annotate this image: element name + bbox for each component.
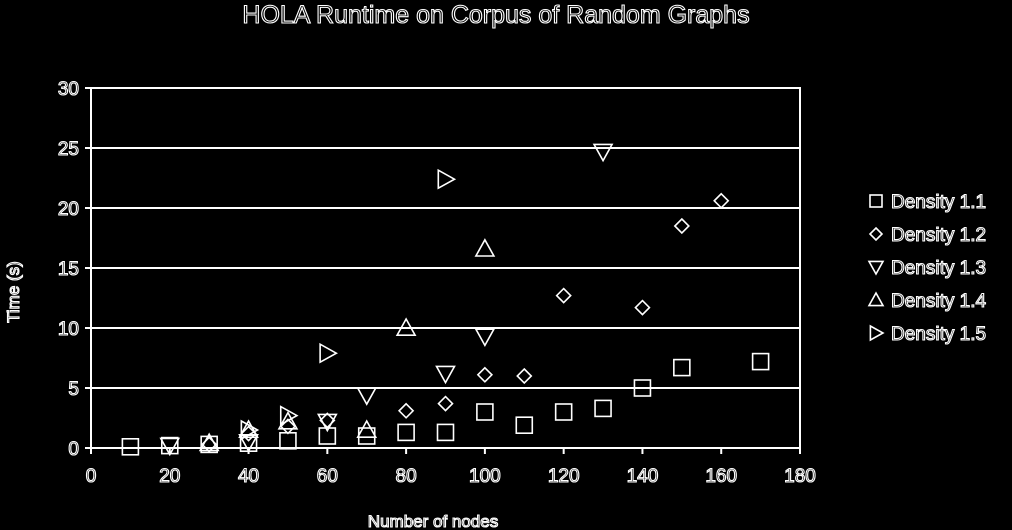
point-triangle-up-50 <box>277 410 299 430</box>
legend: Density 1.1 Density 1.2 Density 1.3 Density… <box>867 191 987 346</box>
legend-label: Density 1.4 <box>891 291 986 312</box>
point-diamond-40 <box>240 425 257 442</box>
data-points <box>121 143 770 457</box>
point-triangle-down-70 <box>356 387 378 406</box>
point-triangle-right-50 <box>279 405 299 426</box>
point-diamond-150 <box>673 217 690 235</box>
point-square-140 <box>633 379 652 397</box>
x-tick-label: 40 <box>238 466 259 487</box>
x-tick-label: 180 <box>784 466 816 487</box>
x-tick-label: 100 <box>469 466 501 487</box>
x-tick-label: 140 <box>627 466 659 487</box>
point-diamond-110 <box>516 367 533 385</box>
legend-label: Density 1.2 <box>891 225 986 246</box>
point-square-80 <box>397 423 415 442</box>
x-tick-label: 80 <box>396 466 417 487</box>
x-axis-label: Number of nodes <box>368 512 498 530</box>
legend-marker-diamond <box>868 226 884 242</box>
point-triangle-down-20 <box>159 437 181 457</box>
point-triangle-right-40 <box>240 419 260 441</box>
legend-label: Density 1.5 <box>891 324 986 345</box>
legend-marker-triangle-down <box>867 260 885 276</box>
y-tick-label: 5 <box>68 379 79 400</box>
point-triangle-down-100 <box>474 328 496 348</box>
point-triangle-right-60 <box>319 342 338 364</box>
legend-label: Density 1.3 <box>891 258 986 279</box>
y-tick-label: 30 <box>58 79 79 100</box>
point-triangle-down-130 <box>592 143 614 163</box>
point-square-100 <box>476 403 494 421</box>
point-triangle-up-40 <box>238 419 259 439</box>
x-tick-label: 120 <box>548 466 580 487</box>
point-square-130 <box>594 399 612 418</box>
y-axis-ticks: 0 5 10 15 20 25 30 <box>57 78 91 461</box>
point-triangle-up-30 <box>198 432 220 452</box>
point-triangle-down-60 <box>316 413 338 433</box>
legend-marker-triangle-right <box>869 324 885 342</box>
point-square-120 <box>554 403 573 421</box>
point-square-150 <box>673 358 691 377</box>
x-tick-label: 0 <box>86 466 97 487</box>
point-diamond-60 <box>319 412 336 429</box>
point-triangle-up-70 <box>356 419 378 439</box>
point-triangle-down-90 <box>435 365 456 385</box>
point-diamond-90 <box>437 395 454 412</box>
chart-title: HOLA Runtime on Corpus of Random Graphs <box>242 1 749 29</box>
legend-marker-square <box>869 194 883 208</box>
point-diamond-80 <box>397 402 415 419</box>
x-tick-label: 20 <box>159 466 180 487</box>
legend-marker-triangle-up <box>867 291 885 307</box>
point-diamond-120 <box>555 287 572 304</box>
point-square-90 <box>436 423 455 442</box>
point-triangle-right-90 <box>437 168 457 190</box>
y-axis-label: Time (s) <box>4 261 23 323</box>
y-tick-label: 15 <box>58 259 79 280</box>
point-triangle-up-80 <box>395 317 417 337</box>
point-diamond-140 <box>634 299 651 316</box>
point-square-110 <box>515 416 534 435</box>
point-triangle-up-100 <box>474 238 496 257</box>
point-square-170 <box>751 352 770 371</box>
legend-label: Density 1.1 <box>891 192 986 213</box>
y-tick-label: 0 <box>68 439 79 460</box>
x-tick-label: 160 <box>705 466 737 487</box>
point-square-10 <box>121 437 140 456</box>
point-diamond-100 <box>476 366 494 383</box>
grid-lines <box>91 147 800 389</box>
point-diamond-160 <box>713 192 730 209</box>
y-tick-label: 25 <box>58 139 79 160</box>
y-tick-label: 20 <box>58 199 79 220</box>
x-tick-label: 60 <box>317 466 338 487</box>
y-tick-label: 10 <box>58 319 79 340</box>
x-axis-ticks: 0 20 40 60 80 100 120 140 160 180 <box>85 448 816 488</box>
